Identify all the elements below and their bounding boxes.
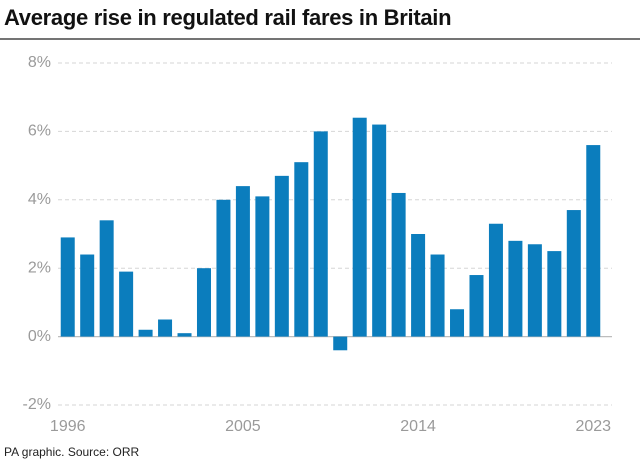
y-tick-label: -2% — [23, 396, 51, 413]
bar — [527, 244, 542, 337]
bar — [333, 336, 348, 351]
bar — [313, 131, 328, 337]
y-tick-label: 2% — [28, 259, 51, 276]
bar — [196, 268, 211, 337]
x-tick-label: 2023 — [575, 418, 611, 435]
y-tick-label: 4% — [28, 191, 51, 208]
bar — [586, 145, 601, 337]
bar — [547, 251, 562, 337]
bar — [60, 237, 75, 337]
bar — [469, 275, 484, 337]
bar — [450, 309, 465, 337]
bar — [391, 192, 406, 337]
x-tick-label: 2014 — [400, 418, 436, 435]
bar — [119, 271, 134, 337]
bar — [158, 319, 173, 337]
source-note: PA graphic. Source: ORR — [4, 445, 140, 459]
chart-title: Average rise in regulated rail fares in … — [4, 5, 451, 30]
bar — [294, 162, 309, 337]
bar — [255, 196, 270, 337]
y-tick-label: 0% — [28, 328, 51, 345]
bar — [508, 240, 523, 337]
bar — [177, 333, 192, 337]
bar — [352, 117, 367, 337]
bar — [566, 210, 581, 337]
y-tick-label: 6% — [28, 123, 51, 140]
y-tick-label: 8% — [28, 54, 51, 71]
bar — [80, 254, 95, 337]
bar — [138, 329, 153, 337]
bar — [216, 199, 231, 337]
bar — [411, 234, 426, 337]
bar — [274, 175, 289, 337]
bar — [99, 220, 114, 337]
bar — [235, 186, 250, 337]
bar — [488, 223, 503, 337]
bar — [372, 124, 387, 337]
x-tick-label: 2005 — [225, 418, 261, 435]
bar — [430, 254, 445, 337]
x-tick-label: 1996 — [50, 418, 86, 435]
